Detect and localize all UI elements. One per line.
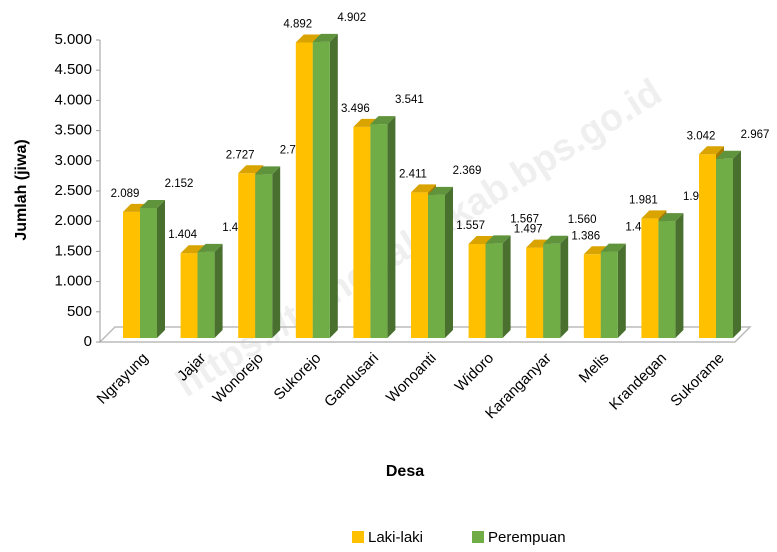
bar-top bbox=[600, 243, 626, 252]
y-tick-label: 2.000 bbox=[54, 212, 92, 229]
bar-top bbox=[255, 166, 281, 175]
value-label: 3.496 bbox=[341, 103, 370, 115]
bar-top bbox=[238, 165, 264, 174]
bar bbox=[140, 208, 157, 338]
value-label: 1.567 bbox=[510, 213, 539, 225]
y-axis-title: Jumlah (jiwa) bbox=[13, 139, 30, 240]
bar-side bbox=[560, 235, 569, 338]
y-tick-label: 3.500 bbox=[54, 122, 92, 139]
legend-label: Laki-laki bbox=[368, 529, 423, 546]
bar bbox=[312, 41, 330, 339]
y-tick-label: 2.500 bbox=[54, 182, 92, 199]
x-tick-label: Melis bbox=[576, 350, 613, 387]
bar bbox=[641, 218, 659, 338]
value-label: 2.727 bbox=[226, 149, 255, 161]
bar-top bbox=[716, 150, 741, 159]
legend-label: Perempuan bbox=[488, 529, 566, 546]
bar-top bbox=[641, 210, 667, 219]
floor bbox=[98, 326, 752, 343]
y-tick-label: 4.500 bbox=[54, 61, 92, 78]
x-tick-label: Sukorame bbox=[667, 350, 727, 410]
bar-top bbox=[312, 33, 338, 42]
y-tick-label: 500 bbox=[67, 303, 92, 320]
bar bbox=[600, 251, 618, 338]
value-label: 1.404 bbox=[168, 229, 197, 241]
bar-top bbox=[699, 146, 724, 155]
bar bbox=[353, 126, 371, 338]
bar bbox=[238, 173, 256, 338]
bar-side bbox=[502, 235, 511, 338]
bar-top bbox=[658, 213, 684, 222]
y-tick-label: 5.000 bbox=[54, 31, 92, 48]
value-label: 2.411 bbox=[399, 168, 427, 180]
bar-top bbox=[485, 235, 511, 244]
bar bbox=[526, 247, 544, 338]
y-tick-label: 0 bbox=[84, 333, 92, 350]
bar bbox=[411, 192, 428, 338]
bar bbox=[428, 194, 445, 338]
x-tick-label: Wonoanti bbox=[383, 350, 440, 407]
bar-side bbox=[675, 213, 684, 338]
bar-top bbox=[370, 116, 396, 125]
value-label: 2.089 bbox=[111, 188, 140, 200]
bar-side bbox=[445, 186, 453, 338]
y-tick-label: 3.000 bbox=[54, 152, 92, 169]
value-label: 2.369 bbox=[453, 165, 482, 177]
bar-side bbox=[733, 150, 741, 338]
y-tick-label: 1.500 bbox=[54, 242, 92, 259]
bar bbox=[468, 243, 486, 338]
bar-side bbox=[272, 166, 281, 338]
y-tick-label: 1.000 bbox=[54, 273, 92, 290]
bar-side bbox=[329, 33, 338, 339]
x-tick-label: Ngrayung bbox=[94, 350, 152, 408]
bar-top bbox=[411, 184, 436, 193]
value-label: 1.981 bbox=[629, 194, 658, 206]
bar-top bbox=[543, 235, 569, 244]
bar bbox=[658, 221, 676, 338]
bar-side bbox=[157, 200, 165, 338]
bar bbox=[255, 174, 273, 338]
bar-top bbox=[428, 186, 453, 195]
bar bbox=[123, 211, 140, 338]
value-label: 4.892 bbox=[283, 19, 312, 31]
value-label: 3.541 bbox=[395, 94, 424, 106]
x-axis-title: Desa bbox=[386, 463, 424, 480]
x-tick-label: Sukorejo bbox=[271, 350, 325, 404]
bar-side bbox=[214, 243, 223, 338]
x-tick-label: Krandegan bbox=[606, 350, 670, 414]
value-label: 1.560 bbox=[568, 214, 597, 226]
legend-swatch bbox=[352, 531, 364, 543]
bar-top bbox=[140, 200, 165, 209]
value-label: 2.967 bbox=[741, 129, 770, 141]
y-tick-label: 4.000 bbox=[54, 91, 92, 108]
bar bbox=[485, 243, 503, 338]
bar-side bbox=[387, 116, 396, 338]
x-tick-label: Gandusari bbox=[321, 350, 382, 411]
value-label: 1.557 bbox=[456, 220, 485, 232]
value-label: 3.042 bbox=[687, 130, 716, 142]
value-label: 2.152 bbox=[165, 178, 194, 190]
bar bbox=[699, 154, 716, 338]
bar bbox=[583, 254, 601, 338]
bar bbox=[197, 251, 215, 338]
bar-side bbox=[617, 243, 626, 338]
value-label: 1.386 bbox=[571, 230, 600, 242]
bar bbox=[716, 158, 733, 338]
value-label: 4.902 bbox=[337, 12, 366, 24]
bar bbox=[370, 124, 388, 338]
value-label: 1.497 bbox=[514, 224, 543, 236]
bar bbox=[543, 243, 561, 338]
bar bbox=[180, 253, 198, 338]
bar bbox=[295, 42, 313, 339]
x-tick-label: Widoro bbox=[452, 350, 498, 396]
legend-swatch bbox=[472, 531, 484, 543]
bar-top bbox=[197, 243, 223, 252]
